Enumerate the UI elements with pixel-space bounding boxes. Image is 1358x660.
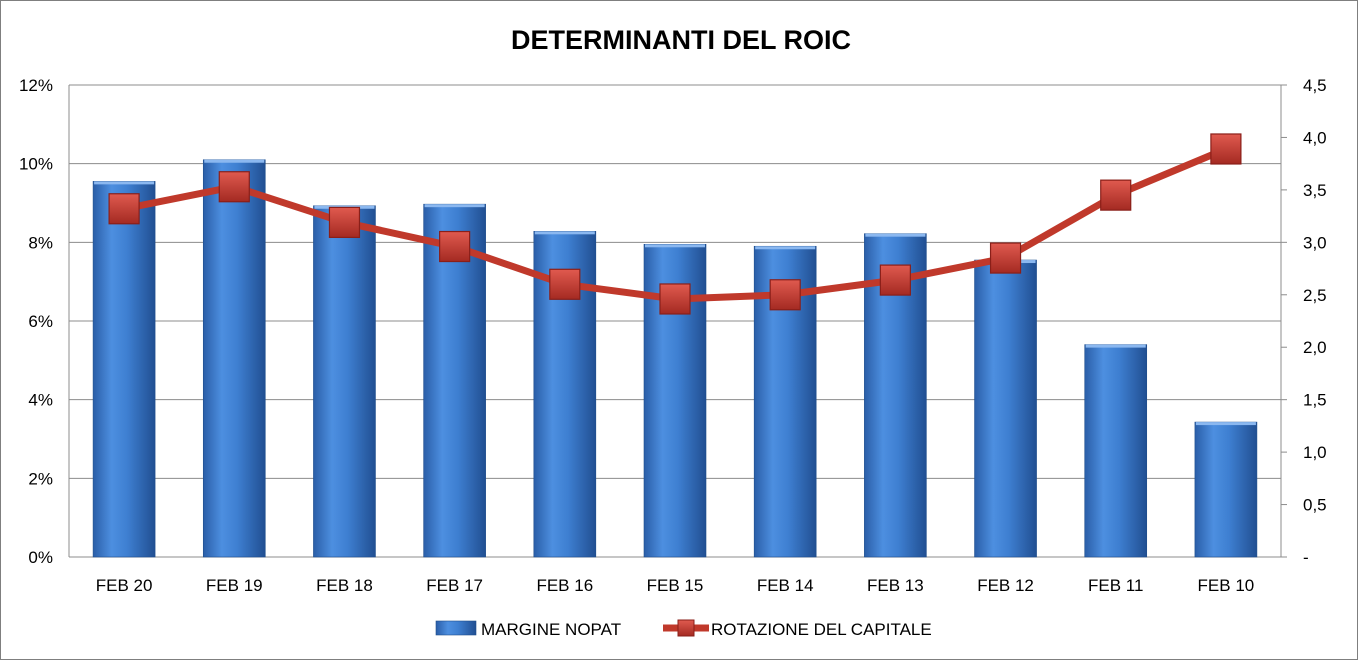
line-marker — [1210, 133, 1242, 165]
legend: MARGINE NOPAT ROTAZIONE DEL CAPITALE — [435, 619, 932, 639]
x-tick-label: FEB 16 — [536, 576, 593, 595]
x-tick-label: FEB 19 — [206, 576, 263, 595]
right-tick-label: - — [1303, 548, 1309, 567]
line-marker — [549, 268, 581, 300]
x-tick-label: FEB 18 — [316, 576, 373, 595]
x-tick-label: FEB 15 — [647, 576, 704, 595]
left-tick-label: 8% — [28, 233, 53, 252]
right-tick-label: 3,5 — [1303, 181, 1327, 200]
line-marker — [769, 279, 801, 311]
line-marker — [659, 283, 691, 315]
right-axis: - 0,5 1,0 1,5 2,0 2,5 3,0 3,5 4,0 4,5 — [1281, 76, 1327, 567]
x-tick-label: FEB 17 — [426, 576, 483, 595]
right-tick-label: 4,0 — [1303, 128, 1327, 147]
right-tick-label: 1,0 — [1303, 443, 1327, 462]
line-marker — [218, 171, 250, 203]
x-tick-label: FEB 20 — [96, 576, 153, 595]
line-marker — [1100, 179, 1132, 211]
bar — [1084, 344, 1148, 558]
bar — [92, 181, 156, 558]
left-tick-label: 4% — [28, 391, 53, 410]
bar-top-highlight — [424, 204, 485, 208]
right-tick-label: 0,5 — [1303, 496, 1327, 515]
legend-swatch-marker — [677, 619, 695, 637]
line-marker — [328, 206, 361, 239]
line-marker — [439, 230, 471, 263]
line-series-rotazione-capitale — [108, 133, 1242, 315]
bar-top-highlight — [645, 244, 705, 248]
x-tick-label: FEB 10 — [1198, 576, 1255, 595]
bar-top-highlight — [865, 233, 926, 237]
bar — [974, 259, 1037, 558]
right-tick-label: 1,5 — [1303, 391, 1327, 410]
legend-swatch-bar — [435, 620, 477, 636]
bar-top-highlight — [755, 246, 816, 250]
bar — [1194, 421, 1258, 558]
right-tick-label: 3,0 — [1303, 233, 1327, 252]
right-tick-label: 4,5 — [1303, 76, 1327, 95]
x-tick-label: FEB 11 — [1088, 576, 1143, 595]
bar — [423, 203, 486, 558]
left-tick-label: 12% — [19, 76, 53, 95]
right-tick-label: 2,5 — [1303, 286, 1327, 305]
bar — [313, 205, 376, 558]
x-tick-label: FEB 12 — [977, 576, 1034, 595]
bar-top-highlight — [534, 231, 595, 235]
legend-label-rotazione: ROTAZIONE DEL CAPITALE — [711, 620, 932, 639]
x-tick-label: FEB 13 — [867, 576, 924, 595]
left-tick-label: 10% — [19, 155, 53, 174]
chart-title: DETERMINANTI DEL ROIC — [511, 25, 851, 55]
bar-top-highlight — [94, 181, 155, 185]
legend-label-margine-nopat: MARGINE NOPAT — [481, 620, 621, 639]
bar — [202, 159, 266, 558]
left-tick-label: 2% — [28, 469, 53, 488]
bar-top-highlight — [1195, 422, 1256, 426]
line-marker — [989, 242, 1022, 274]
left-axis: 0% 2% 4% 6% 8% 10% 12% — [19, 76, 53, 567]
x-axis: FEB 20 FEB 19 FEB 18 FEB 17 FEB 16 FEB 15 FEB … — [96, 576, 1255, 595]
right-tick-label: 2,0 — [1303, 338, 1327, 357]
line-marker — [879, 264, 911, 296]
bar-series-margine-nopat — [92, 159, 1258, 558]
left-tick-label: 6% — [28, 312, 53, 331]
bar-top-highlight — [204, 159, 265, 163]
left-tick-label: 0% — [28, 548, 53, 567]
line-marker — [108, 193, 140, 225]
bar-top-highlight — [1085, 344, 1146, 348]
x-tick-label: FEB 14 — [757, 576, 814, 595]
